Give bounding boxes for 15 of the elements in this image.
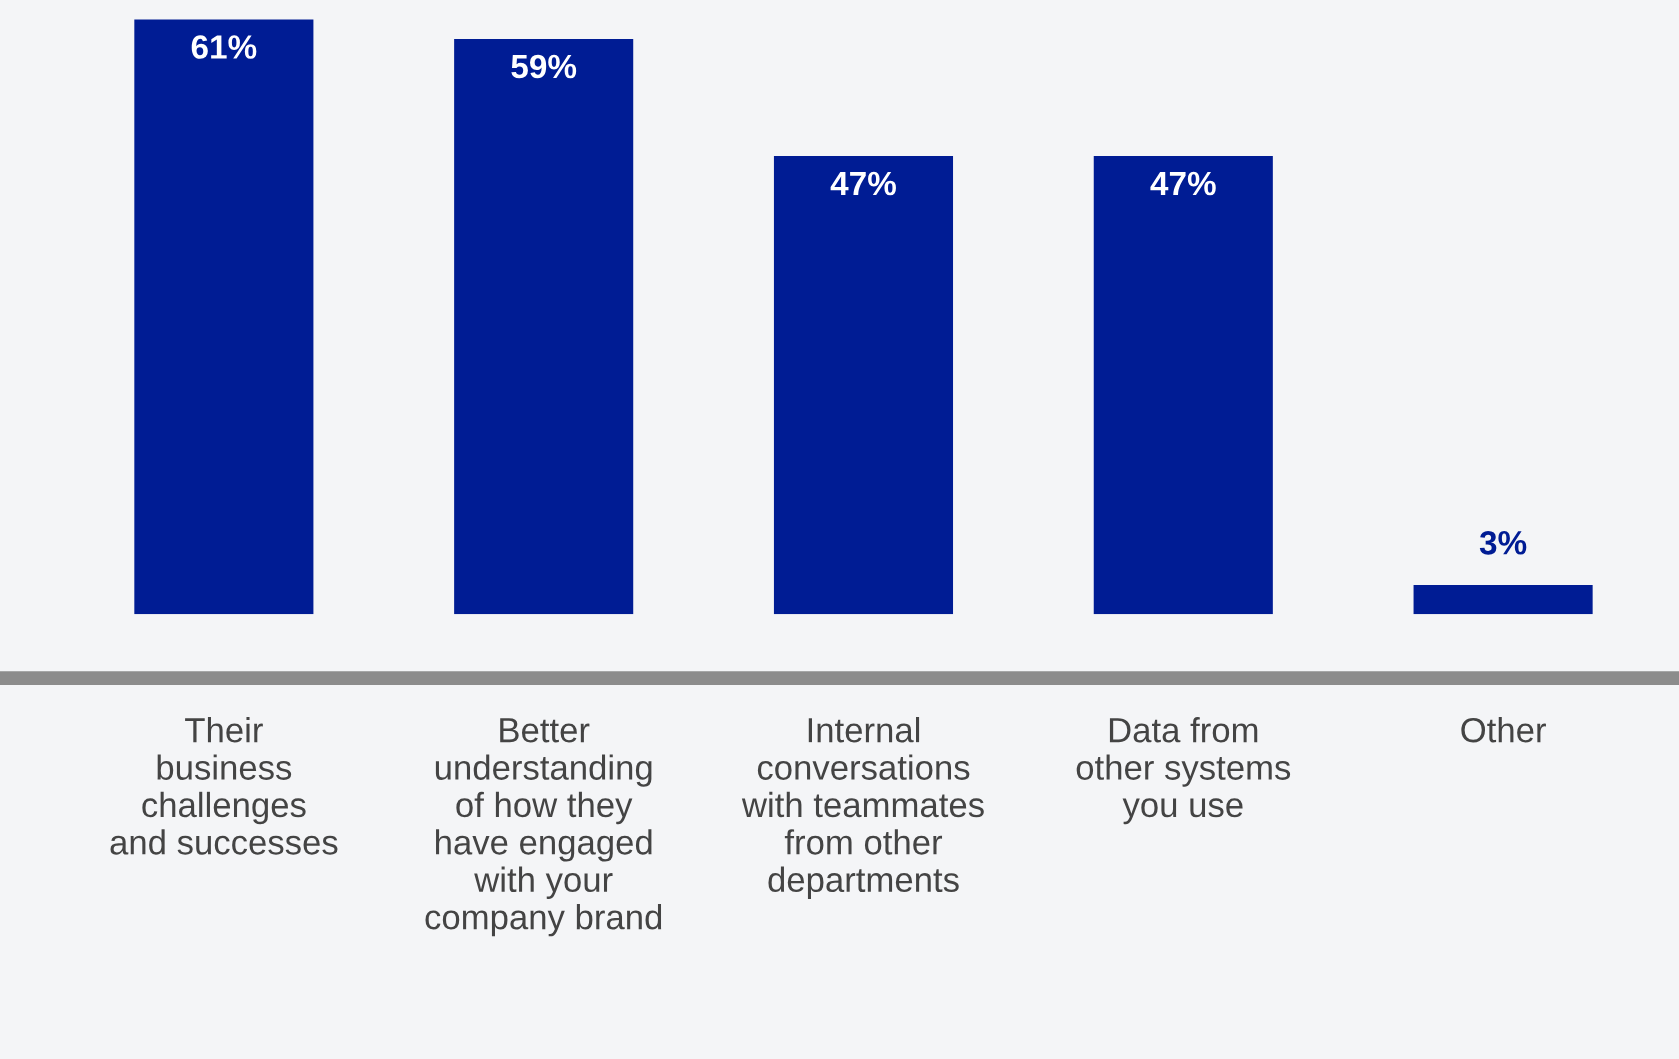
bar	[454, 39, 634, 615]
x-tick-label: Other	[1461, 717, 1546, 743]
bar	[773, 156, 954, 615]
x-tick-label: Better understanding of how they have engaged with your company brand	[425, 718, 662, 937]
data-label: 47%	[1150, 171, 1216, 196]
x-tick-label: Internal conversations with teammates from other departments	[741, 717, 984, 899]
x-tick-label: Their business challenges and successes	[110, 717, 338, 855]
data-label: 47%	[830, 171, 896, 196]
data-label: 61%	[191, 35, 257, 59]
bar	[1093, 156, 1273, 615]
data-label: 59%	[511, 54, 577, 79]
data-label: 3%	[1479, 530, 1527, 555]
x-tick-label: Data from other systems you use	[1076, 717, 1291, 825]
bar	[134, 19, 314, 615]
bar	[1413, 584, 1593, 615]
